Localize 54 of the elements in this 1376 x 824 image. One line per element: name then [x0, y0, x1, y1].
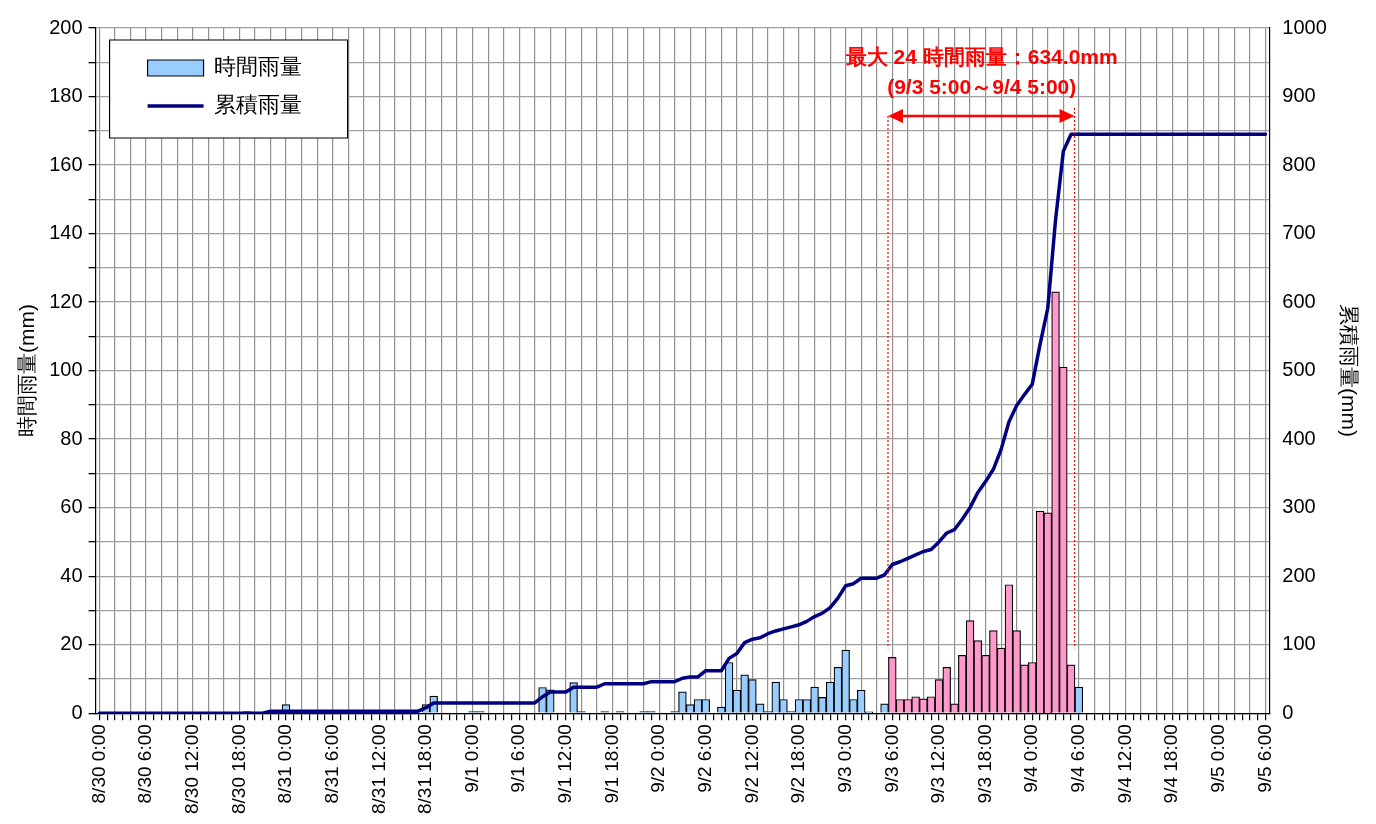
y2-tick-label: 100: [1282, 632, 1316, 655]
y2-tick-label: 700: [1282, 221, 1316, 244]
y2-tick-label: 400: [1282, 426, 1316, 449]
x-tick-label: 8/31 18:00: [414, 724, 436, 815]
x-tick-label: 9/3 0:00: [833, 724, 855, 793]
x-tick-label: 8/30 6:00: [134, 724, 156, 804]
x-tick-label: 9/4 12:00: [1113, 724, 1135, 804]
y-tick-label: 80: [60, 426, 83, 449]
x-tick-label: 9/5 6:00: [1253, 724, 1275, 793]
x-tick-label: 8/30 12:00: [180, 724, 202, 815]
y2-tick-label: 500: [1282, 358, 1316, 381]
x-tick-label: 9/5 0:00: [1207, 724, 1229, 793]
y-tick-label: 160: [49, 152, 83, 175]
y-tick-label: 100: [49, 358, 83, 381]
y2-axis-title: 累積雨量(mm): [1337, 304, 1361, 438]
x-tick-label: 9/4 0:00: [1020, 724, 1042, 793]
y-tick-label: 140: [49, 221, 83, 244]
y2-tick-label: 200: [1282, 563, 1316, 586]
y-axis-title: 時間雨量(mm): [15, 304, 39, 438]
legend-label: 時間雨量: [213, 54, 302, 80]
y-tick-label: 120: [49, 289, 83, 312]
x-tick-label: 9/1 6:00: [507, 724, 529, 793]
x-tick-label: 8/30 18:00: [227, 724, 249, 815]
y2-tick-label: 0: [1282, 700, 1294, 723]
x-tick-label: 9/1 18:00: [600, 724, 622, 804]
y2-tick-label: 800: [1282, 152, 1316, 175]
annotation: (9/3 5:00～9/4 5:00): [887, 74, 1077, 98]
y-tick-label: 60: [60, 495, 83, 518]
x-tick-label: 9/3 12:00: [927, 724, 949, 804]
y2-tick-label: 600: [1282, 289, 1316, 312]
y-tick-label: 180: [49, 84, 83, 107]
y-tick-label: 20: [60, 632, 83, 655]
x-tick-label: 8/31 12:00: [367, 724, 389, 815]
x-tick-label: 9/1 12:00: [554, 724, 576, 804]
y2-tick-label: 900: [1282, 84, 1316, 107]
y2-tick-label: 1000: [1282, 15, 1327, 38]
x-tick-label: 9/4 6:00: [1067, 724, 1089, 793]
x-tick-label: 8/30 0:00: [87, 724, 109, 804]
x-tick-label: 8/31 6:00: [320, 724, 342, 804]
x-tick-label: 9/3 6:00: [880, 724, 902, 793]
y-tick-label: 40: [60, 563, 83, 586]
legend-label: 累積雨量: [213, 92, 302, 118]
x-tick-label: 9/2 0:00: [647, 724, 669, 793]
x-tick-label: 9/3 18:00: [973, 724, 995, 804]
y-tick-label: 200: [49, 15, 83, 38]
y-tick-label: 0: [71, 700, 83, 723]
annotation: 最大 24 時間雨量：634.0mm: [844, 44, 1118, 68]
x-tick-label: 9/1 0:00: [460, 724, 482, 793]
x-tick-label: 9/2 12:00: [740, 724, 762, 804]
x-tick-label: 8/31 0:00: [274, 724, 296, 804]
x-tick-label: 9/2 18:00: [787, 724, 809, 804]
x-tick-label: 9/4 18:00: [1160, 724, 1182, 804]
x-tick-label: 9/2 6:00: [693, 724, 715, 793]
y2-tick-label: 300: [1282, 495, 1316, 518]
